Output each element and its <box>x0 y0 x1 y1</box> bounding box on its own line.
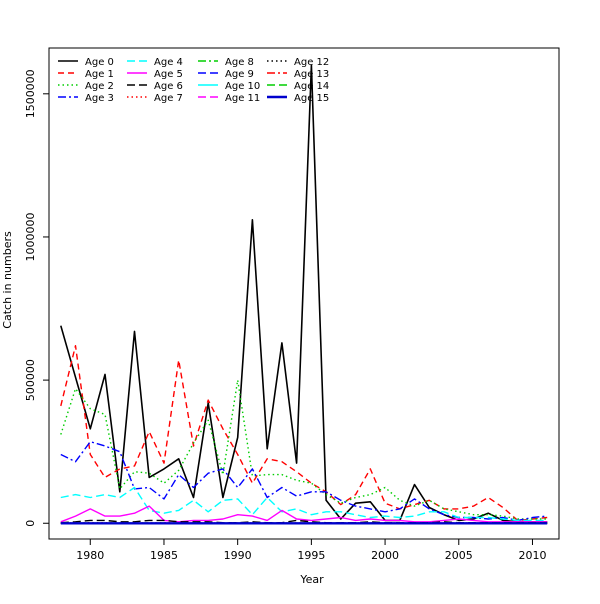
legend-label-age-6: Age 6 <box>154 81 183 92</box>
legend-label-age-7: Age 7 <box>154 93 183 104</box>
x-tick-label: 2010 <box>518 549 546 562</box>
legend-label-age-2: Age 2 <box>85 81 114 92</box>
series-line-age-1 <box>61 346 547 521</box>
series-line-age-0 <box>61 65 547 522</box>
y-tick-label: 1000000 <box>24 212 37 261</box>
legend-label-age-4: Age 4 <box>154 57 183 68</box>
legend-label-age-10: Age 10 <box>225 81 260 92</box>
series-layer <box>61 65 547 523</box>
legend-label-age-11: Age 11 <box>225 93 260 104</box>
x-tick-label: 2000 <box>371 549 399 562</box>
y-tick-label: 1500000 <box>24 69 37 118</box>
y-axis-label: Catch in numbers <box>1 231 14 329</box>
x-tick-label: 1980 <box>76 549 104 562</box>
legend-label-age-15: Age 15 <box>294 93 329 104</box>
legend-label-age-8: Age 8 <box>225 57 254 68</box>
legend-label-age-12: Age 12 <box>294 57 329 68</box>
legend-label-age-3: Age 3 <box>85 93 114 104</box>
x-tick-label: 1995 <box>297 549 325 562</box>
series-line-age-2 <box>61 380 547 519</box>
x-tick-label: 1990 <box>224 549 252 562</box>
y-axis: 0 500000 1000000 1500000 <box>24 69 49 526</box>
series-line-age-4 <box>61 488 547 521</box>
legend-label-age-13: Age 13 <box>294 69 329 80</box>
legend-label-age-1: Age 1 <box>85 69 114 80</box>
legend-label-age-9: Age 9 <box>225 69 254 80</box>
x-axis-label: Year <box>299 573 324 586</box>
x-axis: 1980 1985 1990 1995 2000 2005 2010 <box>76 539 546 562</box>
legend-label-age-0: Age 0 <box>85 57 114 68</box>
x-tick-label: 1985 <box>150 549 178 562</box>
legend-label-age-5: Age 5 <box>154 69 183 80</box>
y-tick-label: 0 <box>24 520 37 527</box>
legend-label-age-14: Age 14 <box>294 81 329 92</box>
x-tick-label: 2005 <box>445 549 473 562</box>
y-tick-label: 500000 <box>24 359 37 401</box>
